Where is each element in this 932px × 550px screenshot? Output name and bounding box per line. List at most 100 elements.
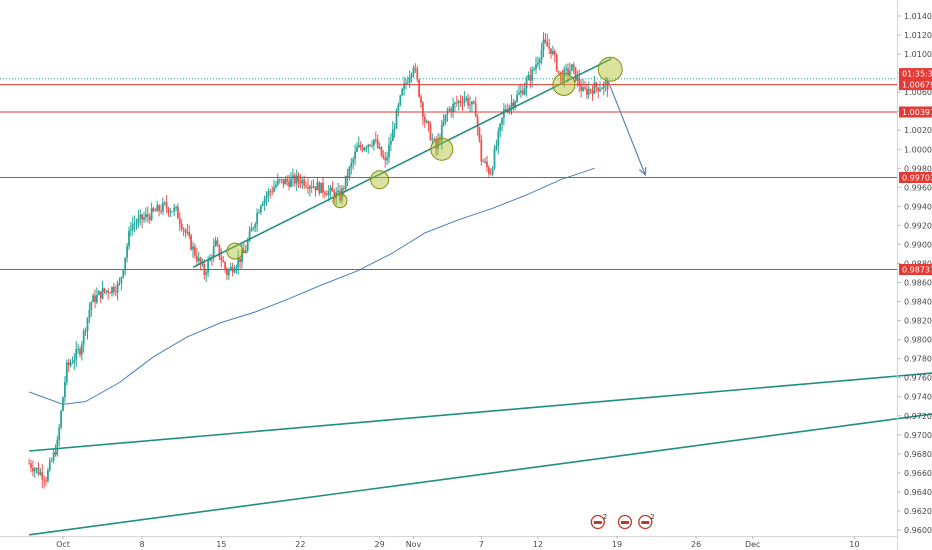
candle-body [116,283,119,293]
candle-body [48,461,51,471]
candle-body [369,144,371,146]
event-marker-2[interactable]: 2 [638,513,655,530]
candle-body [329,187,332,192]
candle-body [339,190,341,201]
candle-body [574,67,577,81]
x-tick-label: Nov [406,540,422,549]
candle-body [527,75,530,80]
candle-body [37,467,40,475]
candle-body [282,179,285,185]
x-tick-label: 12 [533,540,543,549]
candle-body [440,125,443,142]
candle-body [299,180,302,184]
candle-body [227,270,230,276]
candle-body [395,110,398,129]
highlight-circle[interactable] [332,193,348,209]
candle-body [50,460,53,462]
highlight-circle[interactable] [430,137,454,161]
candle-body [195,255,198,261]
candle-body [293,175,296,184]
candle-body [58,427,61,440]
candle-body [150,208,153,220]
candle-body [552,51,554,54]
highlight-circle[interactable] [226,242,244,260]
candle-body [401,88,404,96]
candle-body [570,64,573,71]
candle-body [472,101,475,104]
candle-body [163,202,166,204]
candle-body [393,128,396,130]
candle-body [350,162,353,168]
candle-body [135,223,138,224]
price-axis[interactable]: 1.014001.012001.010001.008001.006001.004… [897,12,932,535]
candle-body [531,69,534,81]
candle-body [384,158,387,161]
candle-body [512,102,515,107]
candle-body [54,452,57,455]
candle-body [455,102,458,104]
candle-body [342,188,345,190]
highlight-circles[interactable] [226,56,623,260]
candle-body [416,68,419,80]
price-tag-label: 1.00391 [902,108,932,117]
highlight-circle[interactable] [370,170,390,190]
price-tag-1: 1.00679 01:35:35 [899,68,932,91]
candle-body [113,286,115,292]
candle-body [280,179,283,180]
candle-body [499,123,502,132]
candle-body [64,381,66,398]
candle-body [320,182,323,194]
candle-body [237,258,240,268]
candle-body [65,362,68,382]
candle-body [586,88,588,95]
price-tags: 1.007411.0067901:35:351.003910.997030.98… [899,68,932,275]
candle-body [188,232,191,236]
candle-body [62,397,64,411]
candle-body [290,178,292,187]
candle-body [154,210,157,212]
candle-body [444,114,447,122]
arrow-shaft[interactable] [607,80,646,176]
candle-body [86,318,89,331]
candle-body [158,205,160,211]
trendline-1[interactable] [29,372,932,452]
event-marker-0[interactable]: 2 [590,513,607,530]
candle-body [141,214,143,220]
event-marker-1[interactable] [617,514,633,530]
trendline-0[interactable] [192,58,612,269]
candle-body [356,147,358,152]
candle-body [43,479,46,481]
candle-body [131,224,134,230]
candle-body [484,161,486,163]
projection-arrow[interactable] [607,80,647,177]
candle-body [111,286,113,294]
price-tag-box [899,79,932,91]
candle-body [497,131,500,146]
time-axis[interactable]: Oct 8 15 22 29 Nov 7 12 19 26 Dec 10 [56,536,859,549]
trendline-2[interactable] [28,413,932,536]
horizontal-levels[interactable] [0,78,897,270]
candle-body [538,59,541,63]
event-flag-stripe [620,521,629,524]
candle-body [553,51,556,55]
candle-body [73,359,76,363]
candle-body [584,87,586,89]
highlight-circle[interactable] [552,73,576,96]
highlight-circle[interactable] [597,56,623,82]
candle-body [569,70,571,75]
candle-body [271,191,274,193]
candle-body [229,266,232,271]
candle-body [60,410,62,428]
candle-body [169,211,172,213]
trendlines[interactable] [28,58,932,536]
candle-body [410,74,413,78]
candle-body [450,108,453,113]
candle-body [152,208,155,211]
candle-body [363,148,366,151]
candle-body [241,250,243,262]
